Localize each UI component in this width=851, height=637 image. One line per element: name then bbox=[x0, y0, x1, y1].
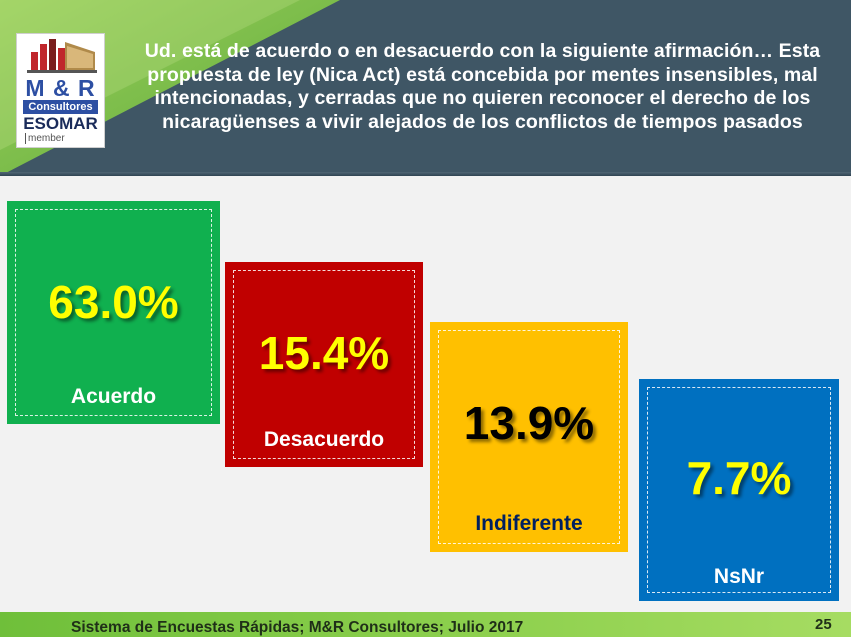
card-dashed-frame bbox=[647, 387, 831, 593]
logo-subtitle: Consultores bbox=[23, 100, 98, 114]
footer-bar: Sistema de Encuestas Rápidas; M&R Consul… bbox=[0, 612, 851, 637]
header-banner: Ud. está de acuerdo o en desacuerdo con … bbox=[0, 0, 851, 176]
header-divider bbox=[0, 172, 851, 176]
result-label: Acuerdo bbox=[70, 385, 157, 408]
logo-org: ESOMAR bbox=[23, 114, 98, 133]
card-dashed-frame bbox=[438, 330, 620, 544]
company-logo: M & R Consultores ESOMAR member bbox=[16, 33, 105, 148]
result-label: Indiferente bbox=[475, 512, 583, 535]
result-card-nsnr: 7.7% NsNr bbox=[639, 379, 839, 601]
page-number: 25 bbox=[815, 616, 832, 633]
result-card-desacuerdo: 15.4% Desacuerdo bbox=[225, 262, 423, 467]
result-label: Desacuerdo bbox=[263, 428, 385, 451]
result-value: 63.0% bbox=[48, 276, 179, 328]
result-value: 13.9% bbox=[463, 397, 595, 449]
card-dashed-frame bbox=[15, 209, 212, 416]
logo-tag: member bbox=[25, 133, 65, 144]
question-title: Ud. está de acuerdo o en desacuerdo con … bbox=[144, 40, 821, 133]
footer-source: Sistema de Encuestas Rápidas; M&R Consul… bbox=[71, 619, 524, 636]
logo-brand: M & R bbox=[25, 75, 96, 101]
result-value: 15.4% bbox=[258, 327, 390, 379]
card-dashed-frame bbox=[233, 270, 415, 459]
result-label: NsNr bbox=[713, 565, 765, 588]
result-value: 7.7% bbox=[686, 452, 792, 504]
result-card-indiferente: 13.9% Indiferente bbox=[430, 322, 628, 552]
result-card-acuerdo: 63.0% Acuerdo bbox=[7, 201, 220, 424]
logo-building-icon bbox=[27, 39, 97, 73]
